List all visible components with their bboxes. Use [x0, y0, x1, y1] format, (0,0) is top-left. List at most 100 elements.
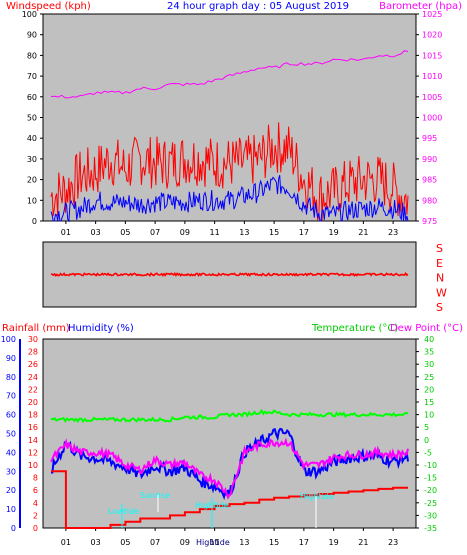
rainfall-tick-label: 20 — [28, 398, 38, 407]
windspeed-tick-label: 60 — [27, 93, 37, 102]
bottom-x-tick-label: 05 — [120, 538, 130, 547]
temperature-tick-label: -15 — [424, 474, 437, 483]
humidity-tick-label: 10 — [6, 505, 16, 514]
top-plot-area — [42, 13, 417, 222]
windspeed-label: Windspeed (kph) — [6, 1, 91, 12]
temperature-tick-label: 35 — [424, 348, 434, 357]
humidity-tick-label: 20 — [6, 486, 16, 495]
barometer-axis: 975 980 985 990 995 1000 1005 1010 1015 1020 1025 — [416, 10, 442, 226]
windspeed-tick-label: 30 — [27, 155, 37, 164]
temperature-tick-label: -25 — [424, 499, 437, 508]
barometer-tick-label: 980 — [422, 196, 437, 205]
top-x-tick-label: 21 — [358, 228, 368, 237]
temperature-tick-label: -10 — [424, 461, 437, 470]
top-x-tick-label: 23 — [388, 228, 398, 237]
barometer-series — [50, 50, 409, 99]
bottom-x-tick-label: 17 — [299, 538, 309, 547]
top-x-tick-label: 07 — [150, 228, 160, 237]
bottom-x-tick-label: 21 — [358, 538, 368, 547]
gust-series — [50, 174, 409, 223]
windspeed-axis: 0 10 20 30 40 50 60 70 80 90 100 — [22, 10, 43, 226]
windspeed-tick-label: 70 — [27, 72, 37, 81]
barometer-tick-label: 1015 — [422, 51, 442, 60]
rainfall-tick-label: 10 — [28, 461, 38, 470]
bottom-x-tick-label: 11 — [210, 538, 220, 547]
barometer-tick-label: 990 — [422, 155, 437, 164]
hightide2-label: Hightide — [300, 492, 334, 501]
rainfall-series — [51, 470, 408, 529]
top-x-tick-label: 17 — [299, 228, 309, 237]
humidity-tick-label: 100 — [1, 335, 16, 344]
windspeed-tick-label: 20 — [27, 176, 37, 185]
humidity-tick-label: 70 — [6, 392, 16, 401]
humidity-tick-label: 0 — [11, 524, 16, 533]
bottom-x-tick-label: 03 — [91, 538, 101, 547]
direction-tick-label: S — [436, 301, 443, 314]
bottom-x-tick-label: 13 — [239, 538, 249, 547]
windspeed-series — [50, 122, 409, 221]
bottom-x-tick-label: 15 — [269, 538, 279, 547]
temperature-tick-label: -35 — [424, 524, 437, 533]
temperature-series — [50, 408, 409, 424]
top-x-tick-label: 01 — [61, 228, 71, 237]
barometer-tick-label: 1020 — [422, 31, 442, 40]
rainfall-tick-label: 30 — [28, 335, 38, 344]
top-x-axis: 01 03 05 07 09 11 13 15 17 19 21 23 — [61, 221, 398, 237]
windspeed-tick-label: 40 — [27, 134, 37, 143]
temperature-tick-label: 15 — [424, 398, 434, 407]
rainfall-tick-label: 6 — [33, 486, 38, 495]
humidity-tick-label: 40 — [6, 448, 16, 457]
bottom-plot-area — [42, 338, 417, 529]
bottom-x-tick-label: 23 — [388, 538, 398, 547]
temperature-tick-label: 40 — [424, 335, 434, 344]
lowtide-label: Lowtide — [108, 507, 139, 516]
top-x-tick-label: 09 — [180, 228, 190, 237]
humidity-tick-label: 60 — [6, 411, 16, 420]
windspeed-tick-label: 80 — [27, 51, 37, 60]
rainfall-tick-label: 12 — [28, 448, 38, 457]
direction-tick-label: W — [436, 286, 447, 299]
barometer-tick-label: 1005 — [422, 93, 442, 102]
windspeed-tick-label: 10 — [27, 196, 37, 205]
barometer-tick-label: 1025 — [422, 10, 442, 19]
annotations: Lowtide Sunrise Hightide Hightide Highti… — [108, 491, 334, 547]
temperature-tick-label: 25 — [424, 373, 434, 382]
temperature-axis: -35 -30 -25 -20 -15 -10 -5 0 5 10 15 20 25 30 35 40 — [416, 335, 437, 533]
hightide1-label: Hightide — [195, 501, 229, 510]
top-x-tick-label: 03 — [91, 228, 101, 237]
bottom-x-tick-label: 09 — [180, 538, 190, 547]
temperature-tick-label: 10 — [424, 411, 434, 420]
temperature-tick-label: -30 — [424, 511, 437, 520]
rainfall-tick-label: 14 — [28, 436, 38, 445]
rainfall-label: Rainfall (mm) — [2, 323, 70, 334]
direction-tick-label: N — [436, 272, 444, 285]
temperature-tick-label: 0 — [424, 436, 429, 445]
wind-direction-series — [50, 271, 409, 277]
windspeed-tick-label: 0 — [32, 217, 37, 226]
barometer-tick-label: 995 — [422, 134, 437, 143]
humidity-label: Humidity (%) — [68, 323, 134, 334]
wind-direction-line — [50, 271, 409, 277]
bottom-x-axis: 01 03 05 07 09 11 13 15 17 19 21 23 — [61, 528, 398, 547]
rainfall-tick-label: 18 — [28, 411, 38, 420]
top-x-tick-label: 19 — [329, 228, 339, 237]
dewpoint-series — [50, 437, 409, 500]
top-x-tick-label: 15 — [269, 228, 279, 237]
rainfall-tick-label: 4 — [33, 499, 38, 508]
rainfall-tick-label: 16 — [28, 423, 38, 432]
windspeed-tick-label: 90 — [27, 31, 37, 40]
temperature-tick-label: 20 — [424, 385, 434, 394]
direction-tick-label: E — [436, 257, 443, 270]
humidity-tick-label: 50 — [6, 430, 16, 439]
humidity-axis: 0 10 20 30 40 50 60 70 80 90 100 — [1, 335, 21, 533]
dewpoint-label: Dew Point (°C) — [390, 323, 463, 334]
temperature-tick-label: -5 — [424, 448, 432, 457]
bottom-x-tick-label: 19 — [329, 538, 339, 547]
top-x-tick-label: 11 — [210, 228, 220, 237]
barometer-label: Barometer (hpa) — [379, 1, 462, 12]
temperature-tick-label: 5 — [424, 423, 429, 432]
